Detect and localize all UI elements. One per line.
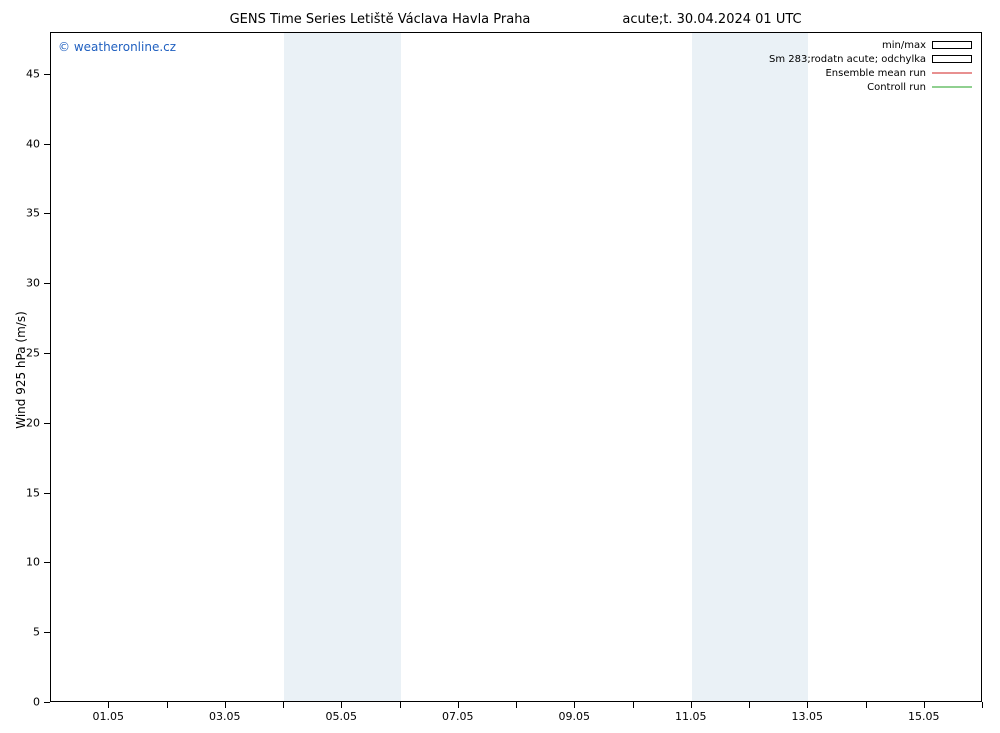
y-tick-label: 15 xyxy=(20,486,40,499)
y-tick-label: 20 xyxy=(20,416,40,429)
x-tick xyxy=(341,702,342,708)
legend-swatch xyxy=(932,40,972,50)
legend-swatch xyxy=(932,54,972,64)
y-tick xyxy=(44,283,50,284)
x-tick xyxy=(982,702,983,708)
y-axis-label: Wind 925 hPa (m/s) xyxy=(14,311,28,429)
x-tick-label: 13.05 xyxy=(792,710,824,723)
x-tick-label: 01.05 xyxy=(93,710,125,723)
y-tick-label: 30 xyxy=(20,277,40,290)
legend-entry: Sm 283;rodatn acute; odchylka xyxy=(769,52,972,66)
chart-container: GENS Time Series Letiště Václava Havla P… xyxy=(0,0,1000,733)
x-tick-label: 11.05 xyxy=(675,710,707,723)
legend-entry: min/max xyxy=(769,38,972,52)
y-tick-label: 0 xyxy=(20,696,40,709)
x-tick xyxy=(574,702,575,708)
x-tick xyxy=(283,702,284,708)
watermark: © weatheronline.cz xyxy=(58,40,176,54)
y-tick-label: 40 xyxy=(20,137,40,150)
y-tick xyxy=(44,562,50,563)
x-tick-label: 05.05 xyxy=(326,710,358,723)
y-tick-label: 35 xyxy=(20,207,40,220)
x-tick xyxy=(749,702,750,708)
chart-title-left: GENS Time Series Letiště Václava Havla P… xyxy=(230,12,531,27)
x-tick xyxy=(225,702,226,708)
weekend-shade xyxy=(692,33,809,701)
legend-entry: Controll run xyxy=(769,80,972,94)
x-tick xyxy=(691,702,692,708)
plot-area xyxy=(50,32,982,702)
y-tick xyxy=(44,632,50,633)
y-tick-label: 10 xyxy=(20,556,40,569)
legend-swatch xyxy=(932,68,972,78)
legend: min/max Sm 283;rodatn acute; odchylka Ense… xyxy=(769,38,972,94)
legend-entry: Ensemble mean run xyxy=(769,66,972,80)
y-tick xyxy=(44,74,50,75)
x-tick xyxy=(807,702,808,708)
x-tick-label: 03.05 xyxy=(209,710,241,723)
y-tick-label: 5 xyxy=(20,626,40,639)
y-tick-label: 25 xyxy=(20,347,40,360)
x-tick-label: 09.05 xyxy=(559,710,591,723)
legend-label: Ensemble mean run xyxy=(825,68,926,79)
weekend-shade xyxy=(284,33,401,701)
y-tick xyxy=(44,353,50,354)
x-tick xyxy=(458,702,459,708)
x-tick-label: 15.05 xyxy=(908,710,940,723)
legend-label: min/max xyxy=(882,40,926,51)
x-tick xyxy=(167,702,168,708)
x-tick-label: 07.05 xyxy=(442,710,474,723)
x-tick xyxy=(866,702,867,708)
x-tick xyxy=(108,702,109,708)
legend-swatch xyxy=(932,82,972,92)
chart-title-right: acute;t. 30.04.2024 01 UTC xyxy=(622,12,801,27)
legend-label: Sm 283;rodatn acute; odchylka xyxy=(769,54,926,65)
y-tick-label: 45 xyxy=(20,67,40,80)
x-tick xyxy=(400,702,401,708)
y-tick xyxy=(44,493,50,494)
y-tick xyxy=(44,144,50,145)
y-tick xyxy=(44,423,50,424)
x-tick xyxy=(924,702,925,708)
legend-label: Controll run xyxy=(867,82,926,93)
x-tick xyxy=(633,702,634,708)
y-tick xyxy=(44,702,50,703)
x-tick xyxy=(516,702,517,708)
y-tick xyxy=(44,213,50,214)
